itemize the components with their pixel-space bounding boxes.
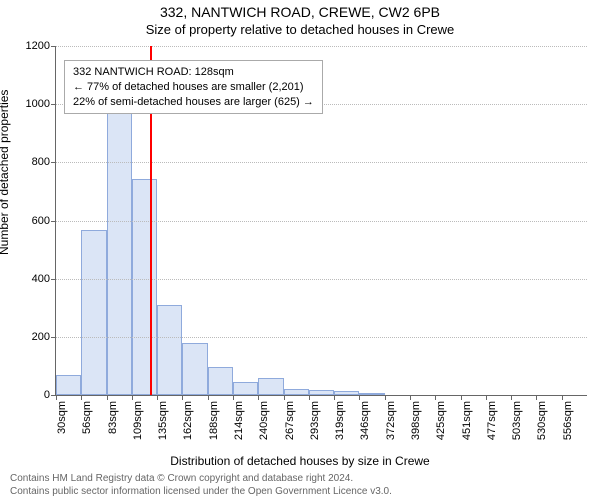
histogram-bar (208, 367, 233, 395)
grid-line (56, 221, 587, 222)
x-tick-mark (435, 395, 436, 400)
annotation-box: 332 NANTWICH ROAD: 128sqm← 77% of detach… (64, 60, 323, 115)
histogram-bar (157, 305, 182, 395)
x-tick-mark (410, 395, 411, 400)
histogram-bar (359, 393, 384, 395)
x-tick-mark (359, 395, 360, 400)
x-tick-mark (56, 395, 57, 400)
histogram-bar (182, 343, 207, 395)
y-tick-mark (51, 337, 56, 338)
x-tick-label: 109sqm (132, 401, 144, 440)
chart-root: 332, NANTWICH ROAD, CREWE, CW2 6PB Size … (0, 0, 600, 500)
x-tick-label: 267sqm (284, 401, 296, 440)
x-tick-label: 477sqm (486, 401, 498, 440)
y-tick-mark (51, 46, 56, 47)
plot-wrap: Number of detached properties 0200400600… (0, 40, 600, 470)
x-tick-mark (562, 395, 563, 400)
x-tick-mark (309, 395, 310, 400)
x-tick-label: 240sqm (258, 401, 270, 440)
histogram-bar (309, 390, 334, 395)
x-tick-label: 319sqm (334, 401, 346, 440)
x-tick-mark (258, 395, 259, 400)
annotation-line: ← 77% of detached houses are smaller (2,… (73, 80, 314, 95)
x-tick-mark (107, 395, 108, 400)
x-tick-label: 372sqm (385, 401, 397, 440)
histogram-bar (81, 230, 106, 395)
x-tick-mark (157, 395, 158, 400)
y-axis-label: Number of detached properties (0, 90, 11, 255)
x-tick-label: 214sqm (233, 401, 245, 440)
x-tick-label: 346sqm (359, 401, 371, 440)
x-tick-mark (511, 395, 512, 400)
footer-line-1: Contains HM Land Registry data © Crown c… (10, 473, 392, 486)
x-axis-label: Distribution of detached houses by size … (0, 454, 600, 468)
y-tick-mark (51, 279, 56, 280)
x-tick-mark (81, 395, 82, 400)
y-tick-mark (51, 104, 56, 105)
annotation-line: 332 NANTWICH ROAD: 128sqm (73, 65, 314, 80)
x-tick-mark (182, 395, 183, 400)
x-tick-mark (208, 395, 209, 400)
x-tick-label: 293sqm (309, 401, 321, 440)
y-tick-mark (51, 162, 56, 163)
x-tick-mark (284, 395, 285, 400)
x-tick-mark (536, 395, 537, 400)
x-tick-mark (334, 395, 335, 400)
grid-line (56, 46, 587, 47)
chart-subtitle: Size of property relative to detached ho… (0, 22, 600, 37)
x-tick-label: 30sqm (56, 401, 68, 434)
grid-line (56, 162, 587, 163)
x-tick-label: 398sqm (410, 401, 422, 440)
histogram-bar (107, 90, 132, 395)
histogram-bar (132, 179, 157, 395)
x-tick-label: 83sqm (107, 401, 119, 434)
x-tick-label: 451sqm (461, 401, 473, 440)
grid-line (56, 337, 587, 338)
x-tick-mark (132, 395, 133, 400)
x-tick-label: 135sqm (157, 401, 169, 440)
x-tick-label: 162sqm (182, 401, 194, 440)
histogram-bar (284, 389, 309, 395)
x-tick-mark (385, 395, 386, 400)
histogram-bar (334, 391, 359, 395)
annotation-line: 22% of semi-detached houses are larger (… (73, 95, 314, 110)
histogram-bar (258, 378, 283, 395)
x-tick-label: 503sqm (511, 401, 523, 440)
x-tick-label: 530sqm (536, 401, 548, 440)
plot-area: 02004006008001000120030sqm56sqm83sqm109s… (55, 46, 587, 396)
x-tick-mark (233, 395, 234, 400)
x-tick-label: 556sqm (562, 401, 574, 440)
histogram-bar (233, 382, 258, 395)
grid-line (56, 279, 587, 280)
x-tick-mark (486, 395, 487, 400)
chart-title: 332, NANTWICH ROAD, CREWE, CW2 6PB (0, 4, 600, 20)
histogram-bar (56, 375, 81, 395)
footer-line-2: Contains public sector information licen… (10, 486, 392, 499)
chart-footer: Contains HM Land Registry data © Crown c… (10, 473, 392, 498)
x-tick-label: 188sqm (208, 401, 220, 440)
x-tick-label: 425sqm (435, 401, 447, 440)
y-tick-mark (51, 221, 56, 222)
x-tick-mark (461, 395, 462, 400)
x-tick-label: 56sqm (81, 401, 93, 434)
